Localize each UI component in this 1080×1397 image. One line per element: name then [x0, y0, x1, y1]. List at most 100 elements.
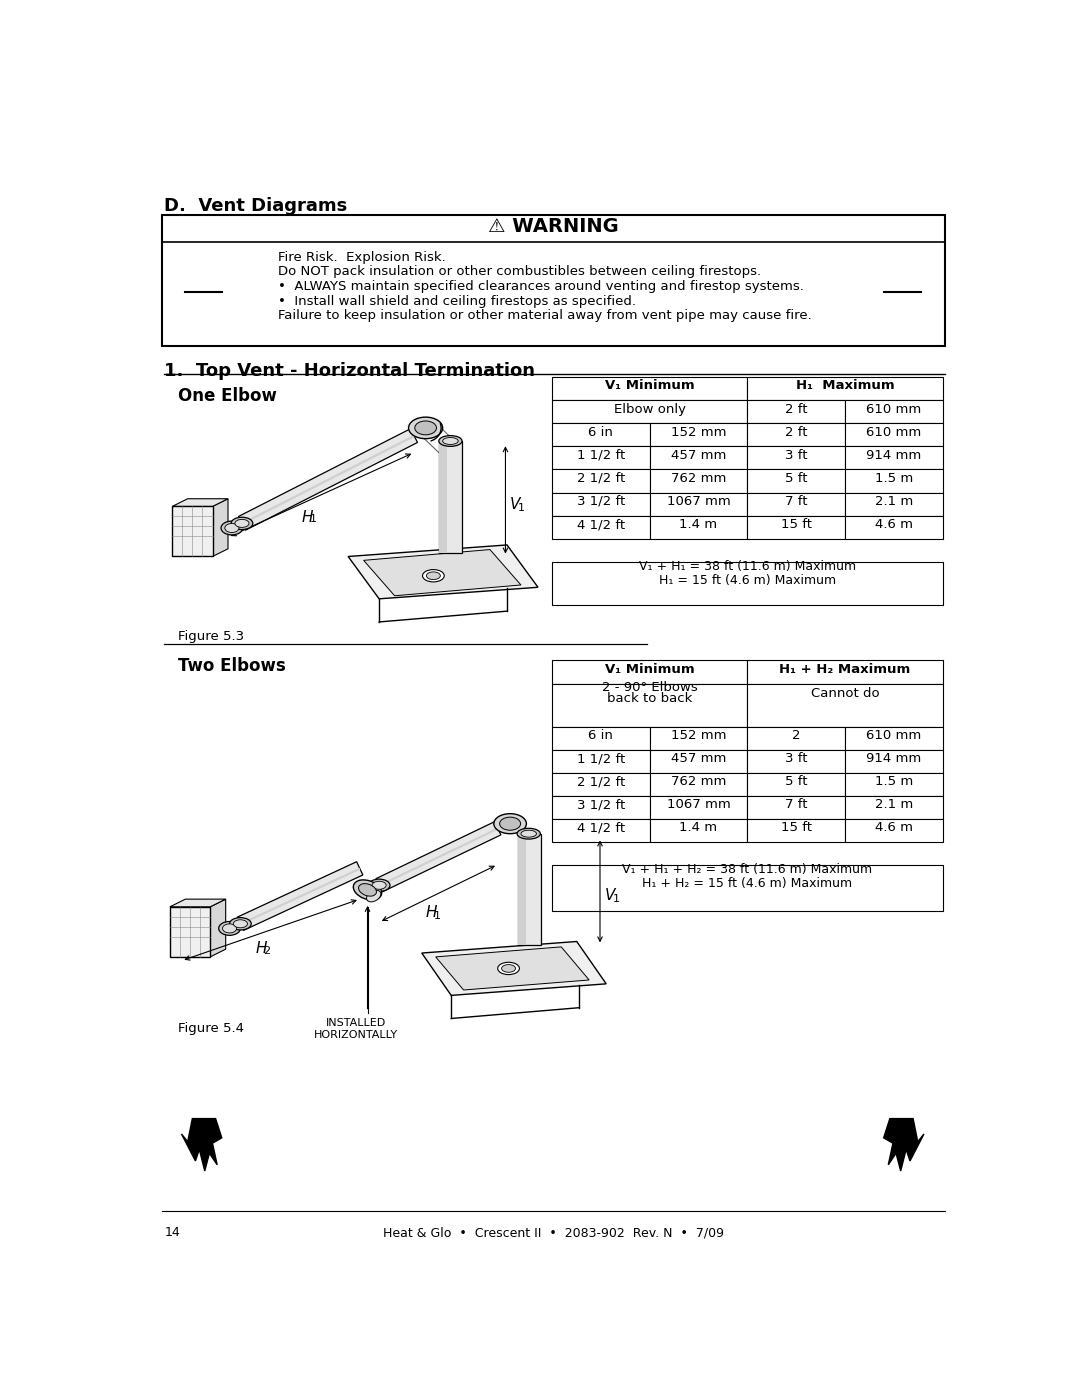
Ellipse shape — [366, 890, 381, 902]
Text: 2.1 m: 2.1 m — [875, 798, 913, 812]
Text: One Elbow: One Elbow — [177, 387, 276, 405]
Bar — [747, 469, 845, 493]
Text: 1.  Top Vent - Horizontal Termination: 1. Top Vent - Horizontal Termination — [164, 362, 536, 380]
Text: 4 1/2 ft: 4 1/2 ft — [577, 518, 625, 531]
Bar — [845, 493, 943, 515]
Text: back to back: back to back — [607, 692, 692, 705]
Text: 2 ft: 2 ft — [785, 426, 808, 439]
Text: V₁ + H₁ + H₂ = 38 ft (11.6 m) Maximum: V₁ + H₁ + H₂ = 38 ft (11.6 m) Maximum — [622, 863, 873, 876]
Bar — [552, 447, 649, 469]
Polygon shape — [435, 947, 590, 990]
Text: 1: 1 — [309, 514, 316, 524]
Text: Figure 5.4: Figure 5.4 — [177, 1023, 244, 1035]
Ellipse shape — [498, 963, 519, 975]
Text: 3 1/2 ft: 3 1/2 ft — [577, 798, 625, 812]
Text: 610 mm: 610 mm — [866, 426, 921, 439]
Bar — [438, 441, 462, 553]
Text: 914 mm: 914 mm — [866, 752, 921, 766]
Text: Cannot do: Cannot do — [811, 687, 879, 700]
Bar — [747, 819, 845, 842]
Bar — [845, 469, 943, 493]
Bar — [845, 796, 943, 819]
Bar — [845, 400, 943, 423]
Ellipse shape — [231, 517, 253, 529]
Ellipse shape — [373, 882, 387, 890]
Text: 2 - 90° Elbows: 2 - 90° Elbows — [602, 682, 698, 694]
Ellipse shape — [233, 919, 247, 928]
Polygon shape — [364, 549, 521, 595]
Bar — [845, 726, 943, 750]
Bar — [747, 661, 943, 683]
Polygon shape — [376, 821, 501, 891]
Text: V₁ Minimum: V₁ Minimum — [605, 380, 694, 393]
Bar — [552, 562, 943, 605]
Polygon shape — [242, 434, 415, 525]
Polygon shape — [172, 499, 228, 507]
Text: Elbow only: Elbow only — [613, 402, 686, 415]
Polygon shape — [238, 862, 363, 930]
Ellipse shape — [422, 570, 444, 583]
Text: H₁ + H₂ = 15 ft (4.6 m) Maximum: H₁ + H₂ = 15 ft (4.6 m) Maximum — [643, 877, 852, 890]
Bar — [649, 726, 747, 750]
Text: 1: 1 — [433, 911, 441, 921]
Text: H₁ = 15 ft (4.6 m) Maximum: H₁ = 15 ft (4.6 m) Maximum — [659, 574, 836, 587]
Text: 1: 1 — [517, 503, 525, 513]
Text: 5 ft: 5 ft — [785, 472, 808, 485]
Bar — [747, 423, 845, 447]
Ellipse shape — [415, 420, 436, 434]
Ellipse shape — [222, 923, 237, 933]
Text: 610 mm: 610 mm — [866, 729, 921, 742]
Text: 3 ft: 3 ft — [785, 448, 808, 462]
Text: H₁ + H₂ Maximum: H₁ + H₂ Maximum — [780, 662, 910, 676]
Ellipse shape — [353, 880, 381, 900]
Bar — [649, 515, 747, 539]
Text: ⚠ WARNING: ⚠ WARNING — [488, 217, 619, 236]
Text: 1067 mm: 1067 mm — [666, 798, 730, 812]
Bar — [552, 865, 943, 911]
Text: V: V — [510, 497, 521, 513]
Text: 4 1/2 ft: 4 1/2 ft — [577, 821, 625, 834]
Bar — [552, 773, 649, 796]
Bar — [649, 469, 747, 493]
Bar — [438, 441, 446, 553]
Text: 914 mm: 914 mm — [866, 448, 921, 462]
Bar — [747, 773, 845, 796]
Text: 6 in: 6 in — [589, 729, 613, 742]
Bar — [517, 834, 541, 946]
Text: 6 in: 6 in — [589, 426, 613, 439]
Bar — [845, 773, 943, 796]
Ellipse shape — [438, 436, 462, 447]
Bar — [649, 423, 747, 447]
Text: 7 ft: 7 ft — [785, 495, 808, 509]
Ellipse shape — [221, 521, 243, 535]
Bar — [845, 423, 943, 447]
Ellipse shape — [501, 964, 515, 972]
Text: 5 ft: 5 ft — [785, 775, 808, 788]
Text: 152 mm: 152 mm — [671, 426, 726, 439]
Ellipse shape — [359, 884, 377, 897]
Text: 4.6 m: 4.6 m — [875, 821, 913, 834]
Text: Fire Risk.  Explosion Risk.: Fire Risk. Explosion Risk. — [279, 251, 446, 264]
Text: 610 mm: 610 mm — [866, 402, 921, 415]
Ellipse shape — [443, 437, 458, 444]
Polygon shape — [211, 900, 226, 957]
Text: 3 ft: 3 ft — [785, 752, 808, 766]
Bar — [747, 400, 845, 423]
Ellipse shape — [408, 418, 443, 439]
Text: 1.4 m: 1.4 m — [679, 821, 717, 834]
Text: INSTALLED
HORIZONTALLY: INSTALLED HORIZONTALLY — [314, 1018, 397, 1041]
Bar — [552, 469, 649, 493]
Text: Failure to keep insulation or other material away from vent pipe may cause fire.: Failure to keep insulation or other mate… — [279, 309, 812, 323]
Ellipse shape — [368, 879, 390, 891]
Bar — [552, 377, 747, 400]
Bar — [649, 796, 747, 819]
Bar — [747, 515, 845, 539]
Bar — [552, 423, 649, 447]
Polygon shape — [170, 900, 226, 907]
Ellipse shape — [521, 830, 537, 837]
Polygon shape — [239, 429, 418, 531]
Bar — [162, 215, 945, 346]
Polygon shape — [883, 1119, 924, 1171]
Polygon shape — [348, 545, 538, 599]
Bar — [552, 683, 747, 726]
